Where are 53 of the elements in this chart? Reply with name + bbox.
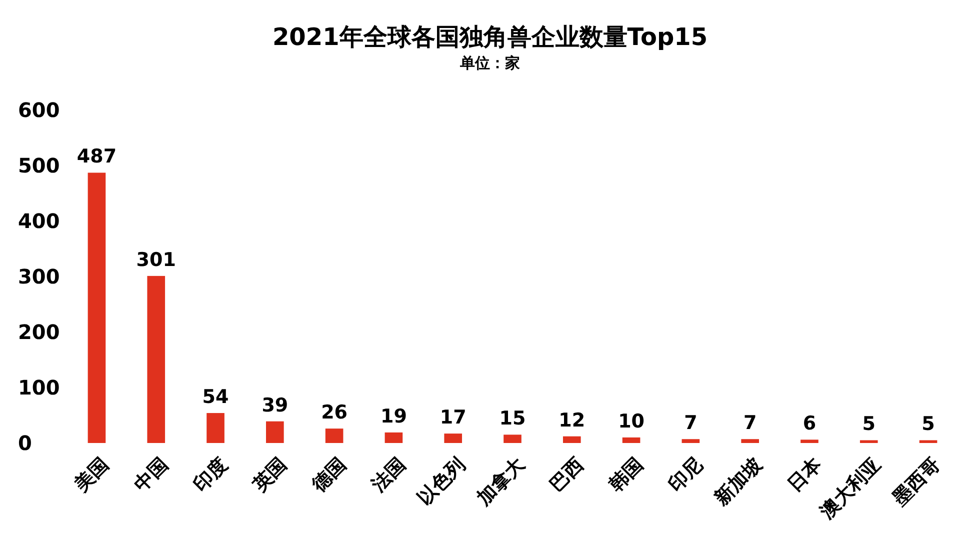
x-tick-label: 美国 bbox=[70, 454, 113, 497]
bar bbox=[444, 434, 462, 443]
data-label: 15 bbox=[499, 408, 526, 430]
x-tick-label: 以色列 bbox=[413, 454, 470, 510]
data-label: 7 bbox=[743, 412, 757, 434]
data-label: 301 bbox=[136, 248, 176, 271]
bar bbox=[622, 437, 640, 443]
bar bbox=[266, 421, 284, 443]
y-tick-label: 500 bbox=[18, 154, 60, 178]
bar bbox=[88, 172, 106, 443]
bar bbox=[147, 276, 166, 443]
chart-title: 2021年全球各国独角兽企业数量Top15 bbox=[272, 23, 708, 51]
data-label: 17 bbox=[440, 406, 466, 429]
data-label: 5 bbox=[922, 413, 935, 436]
bar bbox=[562, 436, 581, 443]
data-label: 487 bbox=[76, 146, 117, 168]
x-tick-label: 日本 bbox=[783, 452, 826, 496]
x-tick-label: 法国 bbox=[366, 454, 410, 497]
x-tick-label: 韩国 bbox=[604, 454, 648, 497]
x-tick-label: 墨西哥 bbox=[888, 454, 945, 510]
data-label: 19 bbox=[380, 405, 407, 428]
y-tick-label: 300 bbox=[18, 264, 60, 288]
data-label: 5 bbox=[862, 413, 876, 436]
bar bbox=[504, 434, 522, 443]
x-tick-label: 印尼 bbox=[664, 454, 707, 496]
x-tick-label: 中国 bbox=[130, 454, 172, 496]
bar bbox=[919, 440, 938, 443]
x-tick-label: 印度 bbox=[189, 454, 232, 496]
x-tick-label: 英国 bbox=[248, 454, 292, 497]
data-label: 6 bbox=[802, 412, 816, 435]
data-label: 10 bbox=[618, 410, 645, 432]
data-label: 7 bbox=[684, 412, 698, 434]
bar bbox=[682, 439, 700, 443]
bar bbox=[384, 432, 403, 443]
x-tick-label: 加拿大 bbox=[472, 452, 530, 510]
data-label: 26 bbox=[321, 402, 348, 424]
y-tick-label: 200 bbox=[18, 320, 60, 344]
x-tick-label: 巴西 bbox=[546, 454, 588, 496]
y-tick-label: 600 bbox=[18, 98, 60, 122]
bar bbox=[860, 440, 878, 443]
y-tick-label: 100 bbox=[18, 376, 60, 400]
x-tick-label: 新加坡 bbox=[710, 452, 768, 510]
bar bbox=[206, 413, 224, 443]
bar bbox=[800, 440, 818, 443]
data-label: 12 bbox=[558, 409, 586, 432]
data-label: 54 bbox=[202, 386, 229, 408]
x-tick-label: 德国 bbox=[307, 454, 351, 497]
y-tick-label: 0 bbox=[18, 431, 32, 455]
bar bbox=[325, 428, 344, 443]
y-tick-label: 400 bbox=[18, 209, 60, 233]
data-label: 39 bbox=[262, 394, 288, 416]
chart-subtitle: 单位：家 bbox=[459, 54, 520, 72]
bar bbox=[741, 439, 759, 443]
